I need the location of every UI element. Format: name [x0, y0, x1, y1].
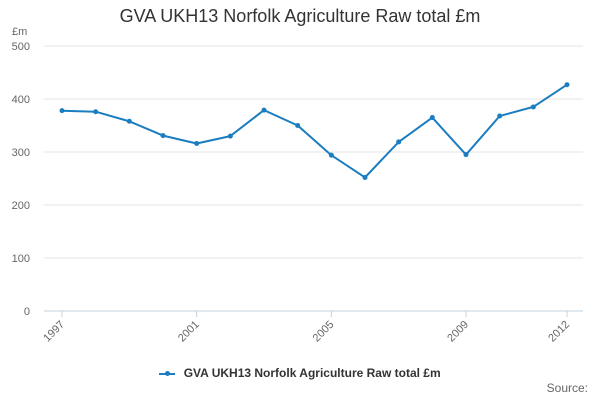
data-point-1997	[59, 108, 65, 114]
legend-line-marker-icon	[159, 369, 176, 379]
y-tick-label-300: 300	[12, 147, 30, 159]
data-point-2006	[362, 174, 368, 180]
y-axis-unit-label: £m	[12, 26, 28, 38]
y-tick-label-200: 200	[12, 200, 30, 212]
legend[interactable]: GVA UKH13 Norfolk Agriculture Raw total …	[0, 366, 600, 380]
x-tick-label-2005: 2005	[311, 319, 337, 345]
source-label: Source:	[546, 381, 588, 395]
data-point-2004	[295, 123, 301, 128]
data-point-2007	[396, 139, 402, 145]
x-tick-label-2001: 2001	[176, 319, 202, 345]
data-point-1998	[93, 109, 99, 115]
y-tick-label-500: 500	[12, 41, 30, 53]
chart-title: GVA UKH13 Norfolk Agriculture Raw total …	[119, 6, 481, 26]
gridlines	[44, 45, 583, 259]
x-tick-label-1997: 1997	[41, 319, 67, 345]
y-tick-label-400: 400	[12, 94, 30, 106]
data-point-2000	[160, 133, 166, 139]
series-line-0	[61, 83, 568, 179]
x-axis-tick-labels: 1997 2001 2005 2009 2012	[41, 319, 572, 345]
x-tick-label-2009: 2009	[445, 319, 471, 345]
data-point-2012	[564, 82, 570, 88]
x-axis	[44, 310, 583, 317]
data-point-2005	[328, 152, 334, 158]
y-tick-label-100: 100	[12, 253, 30, 265]
data-point-1999	[126, 118, 132, 124]
y-axis-tick-labels: 0 100 200 300 400 500	[12, 41, 30, 318]
data-point-2010	[497, 113, 503, 119]
data-point-2003	[261, 107, 267, 113]
legend-label: GVA UKH13 Norfolk Agriculture Raw total …	[183, 366, 441, 380]
data-point-2009	[463, 152, 469, 158]
series-layer	[59, 82, 570, 180]
y-tick-label-0: 0	[24, 306, 30, 318]
data-point-2008	[429, 115, 435, 121]
data-point-2001	[194, 141, 200, 147]
data-point-2011	[530, 104, 536, 110]
data-point-2002	[227, 133, 233, 139]
x-tick-label-2012: 2012	[546, 319, 572, 345]
